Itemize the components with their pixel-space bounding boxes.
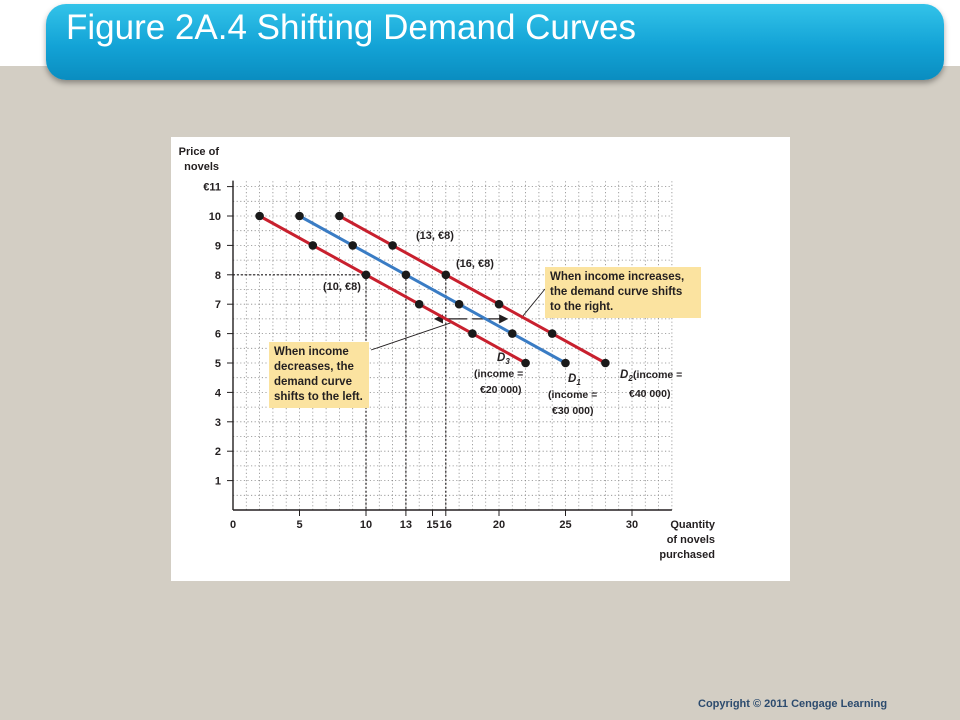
- data-point-d3: [414, 299, 424, 309]
- data-point-d3: [361, 270, 371, 280]
- leader-line-increase: [522, 288, 546, 317]
- series-income-d3: (income =: [474, 368, 523, 380]
- x-tick-label: 10: [360, 519, 372, 531]
- x-tick-label: 13: [400, 519, 412, 531]
- copyright-text: Copyright © 2011 Cengage Learning: [698, 698, 888, 710]
- data-point-d2: [388, 241, 397, 250]
- series-income-d1: (income =: [548, 389, 597, 401]
- callout-decrease: When income decreases, the demand curve …: [269, 342, 369, 408]
- y-tick-label: 10: [209, 211, 221, 223]
- series-name-d3: D3: [497, 352, 510, 366]
- x-tick-label: 20: [493, 519, 505, 531]
- data-point-d1: [401, 270, 411, 280]
- x-tick-label: 30: [626, 519, 638, 531]
- title-bar: [46, 4, 944, 80]
- series-income-value-d3: €20 000): [480, 384, 521, 396]
- x-tick-label: 0: [230, 519, 236, 531]
- series-income-d2: (income =: [633, 369, 682, 381]
- point-label: (10, €8): [323, 281, 361, 293]
- demand-curve-d2: [338, 214, 607, 365]
- data-point-d1: [561, 358, 570, 368]
- data-point-d1: [508, 329, 517, 338]
- point-label: (13, €8): [416, 230, 454, 242]
- y-tick-label: 1: [215, 476, 221, 488]
- data-point-d2: [441, 270, 451, 280]
- data-point-d1: [454, 299, 464, 309]
- data-point-d2: [494, 299, 504, 309]
- x-tick-label: 16: [440, 519, 452, 531]
- y-tick-label: 5: [215, 358, 221, 370]
- series-name-d2: D2: [620, 369, 633, 383]
- y-tick-label: 4: [215, 387, 222, 399]
- x-axis-title: Quantity of novels purchased: [659, 519, 716, 561]
- x-tick-label: 5: [296, 519, 302, 531]
- y-tick-label: 3: [215, 417, 221, 429]
- point-label: (16, €8): [456, 258, 494, 270]
- y-tick-label: 7: [215, 299, 221, 311]
- figure-panel: 1 2 3 4 5 6 7 8 9 10 €11 0 5 10 13 15 16 20 25 30 Price of no…: [171, 137, 790, 581]
- y-tick-label: €11: [203, 182, 221, 194]
- slide-title: Figure 2A.4 Shifting Demand Curves: [66, 8, 636, 47]
- data-point-d3: [468, 329, 477, 338]
- y-tick-label: 2: [215, 446, 221, 458]
- y-tick-label: 9: [215, 240, 221, 252]
- series-income-value-d1: €30 000): [552, 405, 593, 417]
- data-point-d2: [335, 211, 344, 221]
- data-point-d3: [521, 358, 530, 368]
- data-point-d3: [308, 241, 318, 250]
- leader-line-decrease: [370, 321, 454, 351]
- callout-increase: When income increases, the demand curve …: [545, 267, 701, 318]
- data-point-d3: [255, 211, 264, 221]
- data-point-d1: [295, 211, 304, 221]
- data-point-d2: [601, 358, 610, 368]
- x-tick-label: 25: [559, 519, 571, 531]
- series-name-d1: D1: [568, 373, 581, 387]
- y-axis-title: Price of novels: [179, 146, 220, 173]
- y-tick-label: 6: [215, 329, 221, 341]
- y-tick-label: 8: [215, 270, 221, 282]
- series-income-value-d2: €40 000): [629, 388, 670, 400]
- x-tick-label: 15: [426, 519, 438, 531]
- data-point-d1: [348, 241, 357, 250]
- demand-chart: 1 2 3 4 5 6 7 8 9 10 €11 0 5 10 13 15 16 20 25 30 Price of no…: [179, 146, 716, 561]
- data-point-d2: [547, 329, 557, 338]
- demand-curve-d3: [258, 214, 527, 365]
- demand-curve-d1: [298, 214, 567, 365]
